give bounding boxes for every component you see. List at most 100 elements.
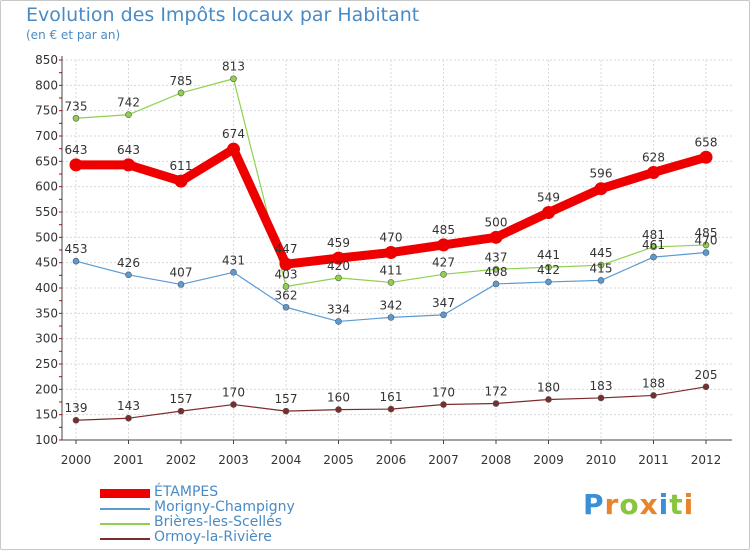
y-tick-label: 100	[35, 433, 58, 447]
data-label-etampes: 628	[642, 150, 665, 164]
data-label-brieres-les-scelles: 813	[222, 60, 245, 74]
logo-letter: i	[658, 488, 670, 521]
series-layer	[69, 75, 713, 424]
y-tick-label: 250	[35, 357, 58, 371]
data-point-brieres-les-scelles	[545, 263, 552, 271]
x-tick-label: 2001	[113, 453, 144, 467]
legend-swatch	[100, 523, 150, 525]
data-label-etampes: 549	[537, 191, 560, 205]
data-point-etampes	[489, 230, 503, 244]
data-point-brieres-les-scelles	[440, 271, 447, 278]
proxiti-logo: Proxiti	[583, 488, 694, 521]
data-label-brieres-les-scelles: 411	[380, 263, 403, 277]
data-label-morigny-champigny: 426	[117, 256, 140, 270]
data-point-ormoy-la-riviere	[125, 414, 132, 422]
data-label-morigny-champigny: 415	[590, 261, 613, 275]
data-point-brieres-les-scelles	[650, 243, 657, 251]
data-point-ormoy-la-riviere	[650, 392, 657, 399]
data-label-ormoy-la-riviere: 172	[485, 385, 508, 399]
data-point-morigny-champigny	[72, 257, 80, 265]
data-point-morigny-champigny	[282, 303, 290, 311]
x-tick-label: 2011	[638, 453, 669, 467]
data-label-ormoy-la-riviere: 157	[170, 392, 193, 406]
axes: 100 150 200 250 300 350 400 450 500 550 600 650 700 7…	[35, 53, 732, 467]
data-point-etampes	[647, 165, 660, 179]
data-point-etampes	[122, 158, 135, 172]
x-tick-label: 2009	[533, 453, 564, 467]
data-point-brieres-les-scelles	[492, 265, 500, 273]
data-point-morigny-champigny	[492, 280, 500, 288]
data-label-etampes: 658	[695, 135, 718, 149]
data-point-morigny-champigny	[230, 268, 237, 276]
data-label-brieres-les-scelles: 785	[170, 74, 193, 88]
y-tick-label: 500	[35, 230, 58, 244]
data-label-morigny-champigny: 347	[432, 296, 455, 310]
data-label-brieres-les-scelles: 481	[642, 228, 665, 242]
data-point-etampes	[437, 238, 450, 252]
data-point-etampes	[69, 158, 83, 172]
data-point-ormoy-la-riviere	[545, 396, 552, 403]
data-point-ormoy-la-riviere	[702, 383, 710, 391]
data-label-etampes: 674	[222, 127, 245, 141]
data-label-brieres-les-scelles: 441	[537, 248, 560, 262]
data-label-etampes: 470	[380, 231, 403, 245]
data-point-ormoy-la-riviere	[492, 400, 500, 407]
chart-title: Evolution des Impôts locaux par Habitant	[26, 4, 420, 26]
y-tick-label: 700	[35, 129, 58, 143]
data-label-ormoy-la-riviere: 188	[642, 376, 665, 390]
legend-label: Morigny-Champigny	[154, 499, 295, 515]
y-tick-label: 350	[35, 306, 58, 320]
data-point-brieres-les-scelles	[230, 75, 237, 83]
data-point-etampes	[174, 174, 188, 188]
data-point-morigny-champigny	[702, 249, 710, 256]
data-point-etampes	[699, 150, 713, 164]
data-label-morigny-champigny: 362	[275, 288, 298, 302]
data-label-ormoy-la-riviere: 160	[327, 391, 350, 405]
data-label-ormoy-la-riviere: 183	[590, 379, 613, 393]
data-label-etampes: 447	[275, 242, 298, 256]
data-label-morigny-champigny: 431	[222, 253, 245, 267]
data-point-morigny-champigny	[650, 253, 657, 261]
data-point-brieres-les-scelles	[72, 114, 80, 122]
data-point-brieres-les-scelles	[282, 283, 290, 290]
data-label-ormoy-la-riviere: 139	[65, 401, 88, 415]
data-label-brieres-les-scelles: 742	[117, 96, 140, 110]
logo-letter: P	[583, 488, 605, 521]
data-label-brieres-les-scelles: 437	[485, 250, 508, 264]
data-label-brieres-les-scelles: 420	[327, 259, 350, 273]
y-tick-label: 800	[35, 78, 58, 92]
data-point-morigny-champigny	[440, 311, 447, 319]
data-label-morigny-champigny: 407	[170, 265, 193, 279]
data-label-ormoy-la-riviere: 170	[432, 386, 455, 400]
y-tick-label: 850	[35, 53, 58, 67]
data-point-etampes	[279, 257, 293, 271]
data-label-etampes: 643	[117, 143, 140, 157]
data-point-ormoy-la-riviere	[177, 407, 185, 415]
logo-letter: r	[604, 488, 620, 521]
logo-letter: i	[683, 488, 695, 521]
x-tick-label: 2006	[376, 453, 407, 467]
data-label-brieres-les-scelles: 485	[695, 226, 718, 240]
data-label-morigny-champigny: 334	[327, 302, 350, 316]
data-label-etampes: 485	[432, 223, 455, 237]
data-label-ormoy-la-riviere: 157	[275, 392, 298, 406]
data-point-brieres-les-scelles	[335, 274, 342, 282]
data-point-ormoy-la-riviere	[230, 401, 237, 408]
data-point-ormoy-la-riviere	[335, 406, 342, 413]
data-point-morigny-champigny	[125, 271, 132, 279]
legend-label: Ormoy-la-Rivière	[154, 529, 272, 545]
x-tick-label: 2012	[691, 453, 722, 467]
data-label-ormoy-la-riviere: 143	[117, 399, 140, 413]
data-label-ormoy-la-riviere: 170	[222, 386, 245, 400]
y-tick-label: 750	[35, 104, 58, 118]
legend-item-morigny-champigny: Morigny-Champigny	[100, 499, 430, 516]
data-point-ormoy-la-riviere	[597, 394, 605, 402]
data-point-brieres-les-scelles	[125, 111, 132, 119]
data-label-morigny-champigny: 453	[65, 242, 88, 256]
y-tick-label: 650	[35, 154, 58, 168]
y-tick-label: 550	[35, 205, 58, 219]
data-label-morigny-champigny: 470	[695, 234, 718, 248]
data-label-ormoy-la-riviere: 205	[695, 368, 718, 382]
data-label-brieres-les-scelles: 427	[432, 255, 455, 269]
